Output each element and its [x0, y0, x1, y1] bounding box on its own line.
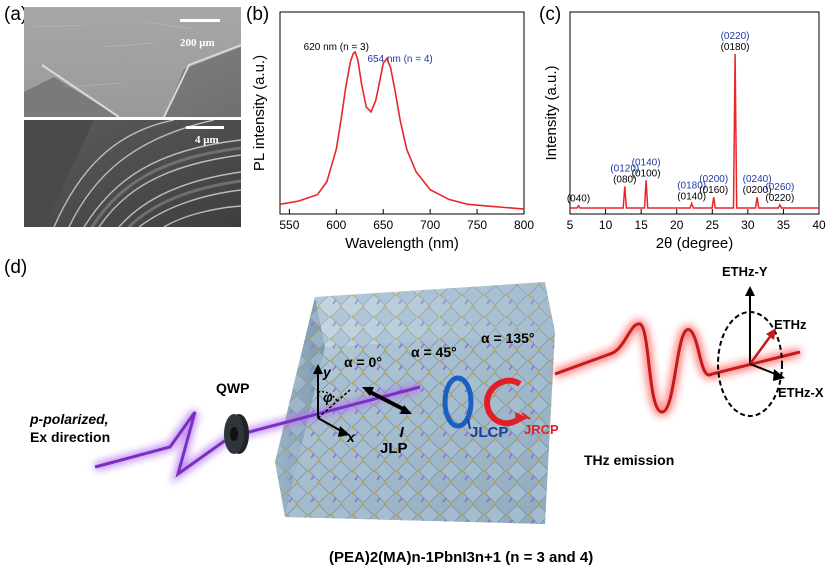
- y-axis-label: Intensity (a.u.): [543, 65, 560, 160]
- x-tick-label: 600: [326, 218, 346, 232]
- y-axis-label: PL intensity (a.u.): [251, 55, 268, 171]
- e-thz-x-label: ETHz-X: [778, 385, 824, 400]
- peak-label-blue: (0180): [677, 180, 706, 191]
- peak-label-black: (0100): [632, 168, 661, 179]
- x-tick-label: 650: [373, 218, 393, 232]
- x-axis-label: 2θ (degree): [656, 235, 734, 252]
- p-polarized-label: p-polarized,: [29, 411, 109, 427]
- axis-x-label: x: [346, 429, 356, 445]
- lcp-ring: [442, 375, 474, 430]
- panel-a-letter: (a): [4, 4, 28, 25]
- panel-b-letter: (b): [246, 4, 270, 25]
- x-tick-label: 700: [420, 218, 440, 232]
- peak-label-blue: (0260): [765, 182, 794, 193]
- thz-emission-schematic: QWP p-polarized, Ex direction y x φ α = …: [29, 264, 824, 566]
- plot-frame: [279, 11, 525, 215]
- x-tick-label: 35: [777, 218, 791, 232]
- sem-image-top: 200 μm: [24, 7, 242, 118]
- ex-direction-label: Ex direction: [30, 429, 110, 445]
- peak-label-black: (0160): [699, 185, 728, 196]
- axis-y-label: y: [322, 364, 332, 380]
- phi-label: φ: [323, 389, 333, 405]
- pl-spectrum-chart: 550 600 650 700 750 800 Wavelength (nm) PL inte…: [251, 11, 534, 252]
- panel-c-letter: (c): [539, 4, 562, 25]
- perovskite-crystal-block: [275, 282, 555, 524]
- x-tick-label: 750: [467, 218, 487, 232]
- peak-label-blue: (0140): [632, 157, 661, 168]
- scalebar-bottom-label: 4 μm: [195, 134, 219, 146]
- e-thz-y-label: ETHz-Y: [722, 264, 768, 279]
- thz-emission-label: THz emission: [584, 452, 674, 468]
- peak-label-blue: (0240): [743, 174, 772, 185]
- peak-label-blue: (0200): [699, 174, 728, 185]
- peak-label-black: (0140): [677, 191, 706, 202]
- panel-d-letter: (d): [4, 257, 28, 278]
- x-tick-label: 25: [706, 218, 720, 232]
- coordinate-axes: [313, 364, 351, 437]
- x-tick-label: 5: [567, 218, 574, 232]
- formula-label: (PEA)2(MA)n-1PbnI3n+1 (n = 3 and 4): [329, 549, 593, 566]
- jlp-label: JLP: [380, 440, 408, 457]
- pl-series-line: [279, 50, 525, 210]
- peak-label-black: (040): [567, 194, 590, 205]
- jlcp-label: JLCP: [470, 424, 508, 441]
- qwp-label: QWP: [216, 380, 249, 396]
- plot-frame: [569, 11, 820, 215]
- peak-label-black: (0180): [721, 42, 750, 53]
- rcp-ring: [483, 377, 531, 427]
- peak-label-blue: (0220): [721, 31, 750, 42]
- alpha-45-label: α = 45°: [411, 344, 457, 360]
- x-tick-label: 30: [741, 218, 755, 232]
- peak-annotation-n4: 654 nm (n = 4): [367, 54, 432, 65]
- polarization-ellipse: [717, 286, 785, 417]
- jlp-arrow: [362, 387, 412, 438]
- peak-label-blue: (0120): [610, 163, 639, 174]
- scalebar-top-label: 200 μm: [180, 37, 215, 49]
- thz-wave: [553, 319, 802, 417]
- peak-label-black: (0200): [743, 185, 772, 196]
- qwp-waveplate: [224, 414, 249, 454]
- x-axis-label: Wavelength (nm): [345, 235, 459, 252]
- sem-image-bottom: 4 μm: [24, 119, 242, 229]
- xrd-series-line: [570, 53, 819, 209]
- alpha-0-label: α = 0°: [344, 354, 382, 370]
- x-tick-label: 550: [279, 218, 299, 232]
- xrd-pattern-chart: 5 10 15 20 25 30 35 40 2θ (degree) Intensity (a.u…: [543, 11, 826, 252]
- x-tick-label: 15: [634, 218, 648, 232]
- x-tick-label: 20: [670, 218, 684, 232]
- incident-beam: [93, 383, 422, 484]
- x-tick-label: 40: [812, 218, 826, 232]
- e-thz-label: ETHz: [774, 317, 807, 332]
- peak-label-black: (0220): [765, 193, 794, 204]
- x-tick-label: 800: [514, 218, 534, 232]
- peak-label-black: (080): [613, 174, 636, 185]
- peak-annotation-n3: 620 nm (n = 3): [304, 42, 369, 53]
- alpha-135-label: α = 135°: [481, 330, 535, 346]
- x-tick-label: 10: [599, 218, 613, 232]
- jrcp-label: JRCP: [524, 422, 559, 437]
